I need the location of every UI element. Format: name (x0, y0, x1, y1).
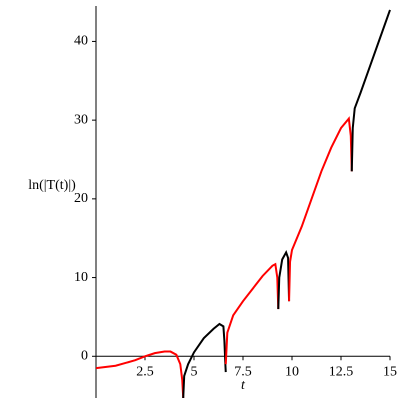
y-tick-label: 40 (74, 34, 88, 49)
curve (96, 350, 185, 399)
y-tick-label: 20 (74, 191, 88, 206)
y-tick-label: 30 (74, 112, 88, 127)
curve (224, 262, 280, 365)
x-tick-label: 15 (383, 364, 397, 379)
y-tick-label: 10 (74, 270, 88, 285)
x-tick-label: 12.5 (329, 364, 354, 379)
curve (277, 249, 291, 310)
curve (182, 322, 227, 399)
x-tick-label: 10 (285, 364, 299, 379)
x-tick-label: 5 (191, 364, 198, 379)
x-axis-label: t (241, 378, 246, 393)
curve (350, 9, 391, 172)
x-tick-label: 2.5 (136, 364, 154, 379)
x-tick-label: 7.5 (234, 364, 252, 379)
y-tick-label: 0 (81, 348, 88, 363)
y-axis-label: ln(|T(t)|) (28, 178, 76, 193)
curve (288, 116, 353, 302)
